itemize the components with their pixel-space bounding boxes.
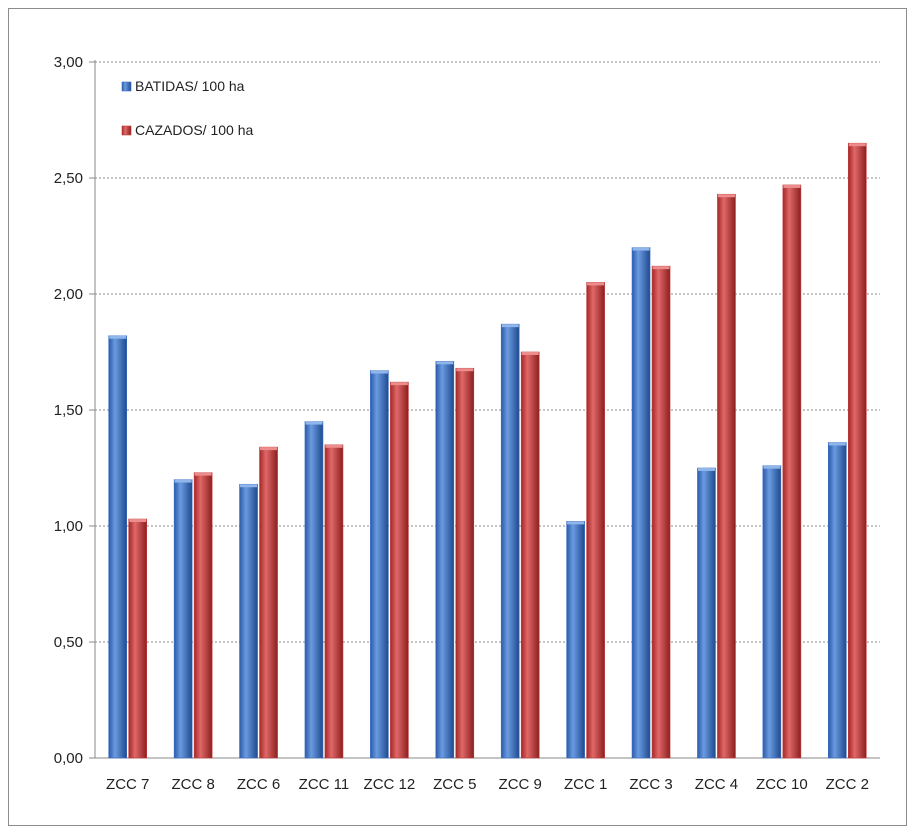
x-tick-label: ZCC 10 <box>756 776 808 793</box>
bar-cazados-zcc-6 <box>259 446 278 759</box>
tick-labels: 0,00 0,50 1,00 1,50 2,00 2,50 3,00 ZCC 7 ZCC 8 ZC… <box>54 54 869 793</box>
bar-cap <box>240 484 258 488</box>
bar-cap <box>109 335 127 339</box>
bar-cap <box>848 143 866 147</box>
bar-cap <box>521 352 539 355</box>
y-tick-label: 0,00 <box>54 750 83 767</box>
bar-cap <box>305 421 323 425</box>
bar-batidas-zcc-12 <box>370 370 389 759</box>
bar-cap <box>436 361 454 365</box>
y-tick-label: 2,50 <box>54 170 83 187</box>
x-tick-label: ZCC 8 <box>171 776 214 793</box>
bar-cazados-zcc-1 <box>586 282 605 759</box>
bar-cazados-zcc-5 <box>455 367 475 759</box>
bar-cazados-zcc-11 <box>324 444 344 759</box>
bar-cap <box>697 468 715 471</box>
bar-cazados-zcc-2 <box>847 142 867 759</box>
legend-label-batidas: BATIDAS/ 100 ha <box>135 78 245 94</box>
bar-cap <box>828 442 846 446</box>
bar-cazados-zcc-4 <box>717 193 736 759</box>
y-tick-label: 1,50 <box>54 402 83 419</box>
x-tick-label: ZCC 4 <box>695 776 738 793</box>
bar-batidas-zcc-5 <box>435 360 455 759</box>
y-tick-label: 3,00 <box>54 54 83 71</box>
bar-batidas-zcc-8 <box>173 479 193 759</box>
bar-cap <box>456 368 474 372</box>
x-tick-label: ZCC 11 <box>299 776 350 793</box>
bar-cazados-zcc-12 <box>390 381 409 759</box>
bar-cap <box>567 521 585 525</box>
bar-cazados-zcc-7 <box>128 518 148 759</box>
legend-swatch-batidas <box>121 81 132 92</box>
x-tick-label: ZCC 6 <box>237 776 280 793</box>
x-tick-label: ZCC 1 <box>564 776 607 793</box>
y-tick-label: 0,50 <box>54 634 83 651</box>
bar-cap <box>390 382 408 386</box>
bar-cap <box>632 247 650 251</box>
legend-swatch-cazados <box>121 125 132 136</box>
bar-batidas-zcc-11 <box>304 421 324 759</box>
bar-batidas-zcc-2 <box>827 442 847 759</box>
bar-cazados-zcc-8 <box>193 472 213 759</box>
bar-cap <box>783 184 801 188</box>
bar-cap <box>129 519 147 523</box>
bar-cap <box>325 444 343 448</box>
bar-batidas-zcc-3 <box>631 247 651 759</box>
bar-cap <box>174 479 192 483</box>
bar-cap <box>763 465 781 469</box>
y-tick-label: 1,00 <box>54 518 83 535</box>
bar-cap <box>370 370 388 374</box>
bar-batidas-zcc-10 <box>762 465 782 759</box>
bar-cazados-zcc-10 <box>782 184 802 759</box>
bar-batidas-zcc-4 <box>697 467 716 759</box>
bar-cap <box>501 324 519 328</box>
x-tick-label: ZCC 7 <box>106 776 149 793</box>
bar-batidas-zcc-9 <box>500 323 520 759</box>
bar-cazados-zcc-9 <box>520 351 540 759</box>
x-tick-label: ZCC 5 <box>433 776 476 793</box>
x-tick-label: ZCC 2 <box>826 776 869 793</box>
bar-cap <box>260 447 278 451</box>
bar-batidas-zcc-7 <box>108 335 128 759</box>
axes <box>89 60 880 759</box>
legend: BATIDAS/ 100 ha CAZADOS/ 100 ha <box>121 78 253 138</box>
bar-cap <box>194 472 212 476</box>
x-tick-label: ZCC 9 <box>499 776 542 793</box>
y-tick-label: 2,00 <box>54 286 83 303</box>
bar-cap <box>717 194 735 198</box>
bar-cap <box>652 266 670 270</box>
x-tick-label: ZCC 12 <box>364 776 416 793</box>
gridlines <box>95 61 880 643</box>
legend-label-cazados: CAZADOS/ 100 ha <box>135 122 253 138</box>
bar-batidas-zcc-6 <box>239 483 258 759</box>
bars <box>108 142 867 759</box>
bar-cap <box>587 282 605 286</box>
x-tick-label: ZCC 3 <box>629 776 672 793</box>
bar-cazados-zcc-3 <box>651 265 671 759</box>
bar-batidas-zcc-1 <box>566 521 585 759</box>
